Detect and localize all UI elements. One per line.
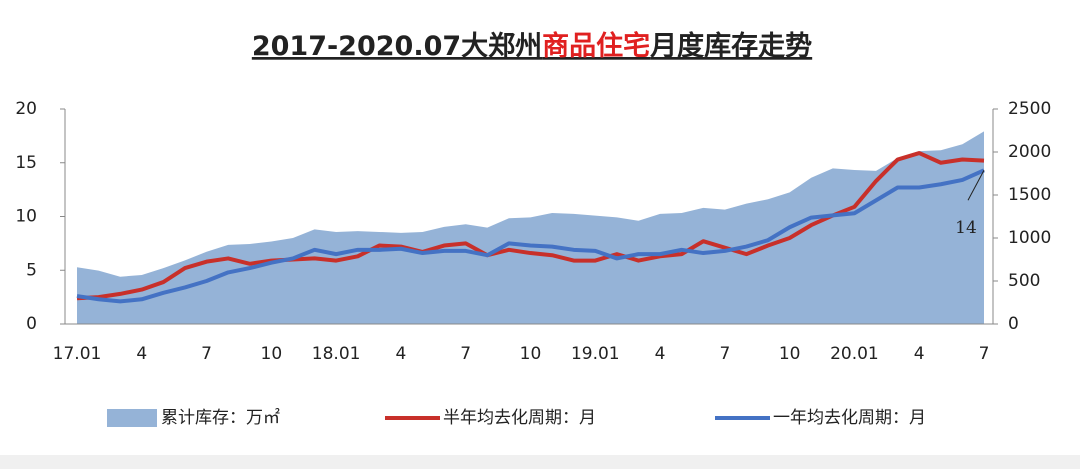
area <box>77 131 984 324</box>
y-tick-label: 15 <box>15 153 37 173</box>
x-tick-label: 4 <box>136 344 147 364</box>
legend-swatch <box>107 409 157 427</box>
bottom-strip <box>0 455 1080 469</box>
legend-label: 一年均去化周期：月 <box>773 408 926 428</box>
x-tick-label: 19.01 <box>571 344 620 364</box>
annotation-leader <box>967 170 985 201</box>
x-tick-label: 18.01 <box>312 344 361 364</box>
y2-tick-label: 2500 <box>1008 99 1051 119</box>
x-tick-label: 17.01 <box>53 344 102 364</box>
chart-title: 2017-2020.07大郑州商品住宅月度库存走势 <box>252 30 812 62</box>
x-tick-label: 4 <box>655 344 666 364</box>
title-part: 月度库存走势 <box>649 30 812 62</box>
y2-tick-label: 500 <box>1008 271 1040 291</box>
title-highlight: 商品住宅 <box>542 30 650 62</box>
y-tick-label: 20 <box>15 99 37 119</box>
x-tick-label: 10 <box>520 344 542 364</box>
x-tick-label: 20.01 <box>830 344 879 364</box>
x-tick-label: 7 <box>460 344 471 364</box>
legend-label: 半年均去化周期：月 <box>443 408 596 428</box>
line <box>76 168 985 304</box>
x-tick-label: 7 <box>719 344 730 364</box>
y-tick-label: 0 <box>26 314 37 334</box>
x-tick-label: 10 <box>779 344 801 364</box>
value-label: 14 <box>955 218 977 238</box>
x-tick-label: 10 <box>261 344 283 364</box>
y2-tick-label: 2000 <box>1008 142 1051 162</box>
legend-label: 累计库存：万㎡ <box>161 408 280 428</box>
x-tick-label: 7 <box>201 344 212 364</box>
y2-tick-label: 1500 <box>1008 185 1051 205</box>
title-part: 2017-2020.07大郑州 <box>252 31 542 62</box>
y2-tick-label: 0 <box>1008 314 1019 334</box>
y-tick-label: 5 <box>26 260 37 280</box>
y2-tick-label: 1000 <box>1008 228 1051 248</box>
x-tick-label: 4 <box>396 344 407 364</box>
y-tick-label: 10 <box>15 207 37 227</box>
x-tick-label: 4 <box>914 344 925 364</box>
x-tick-label: 7 <box>979 344 990 364</box>
